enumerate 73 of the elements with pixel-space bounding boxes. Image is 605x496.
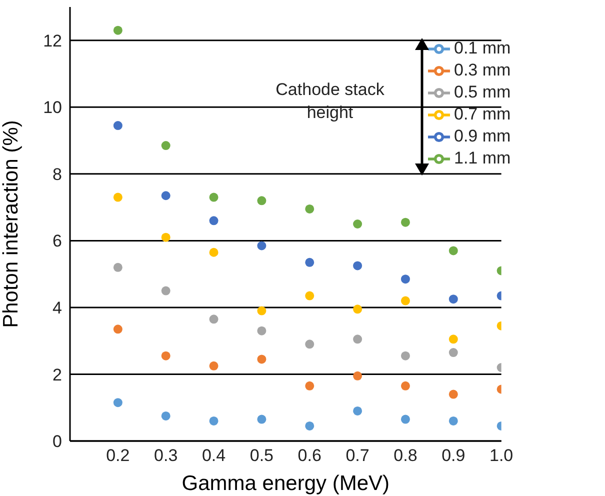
point: [448, 246, 458, 256]
point: [257, 306, 266, 316]
legend-label: 0.5 mm: [454, 82, 511, 102]
point: [113, 262, 122, 272]
point: [400, 296, 410, 306]
point: [400, 274, 410, 284]
legend-label: 0.1 mm: [454, 38, 511, 58]
annotation: Cathode stack height: [274, 79, 386, 124]
point: [400, 218, 410, 227]
x-tick-label: 0.4: [202, 446, 226, 466]
point: [353, 406, 362, 416]
point: [448, 348, 458, 358]
legend-label: 0.9 mm: [454, 126, 511, 146]
point: [161, 286, 170, 296]
y-axis-title: Photon interaction (%): [0, 120, 22, 328]
point: [305, 258, 314, 267]
y-tick-label: 6: [52, 232, 62, 251]
point: [400, 414, 410, 424]
point: [448, 390, 458, 399]
point: [161, 351, 170, 360]
point: [257, 326, 266, 336]
point: [161, 191, 170, 200]
y-tick-label: 4: [52, 298, 62, 318]
x-tick-label: 0.7: [346, 446, 370, 466]
point: [113, 324, 122, 334]
point: [257, 414, 266, 424]
point: [305, 381, 314, 390]
point: [448, 416, 458, 426]
point: [305, 421, 314, 430]
x-tick-label: 0.9: [442, 446, 466, 466]
point: [161, 141, 170, 150]
x-axis-title: Gamma energy (MeV): [182, 472, 390, 495]
x-tick-label: 0.2: [106, 446, 130, 466]
point: [113, 121, 122, 130]
y-tick-label: 2: [52, 365, 62, 384]
point: [400, 381, 410, 390]
point: [353, 261, 362, 270]
legend-label: 1.1 mm: [454, 148, 511, 168]
y-tick-label: 0: [52, 432, 62, 452]
point: [305, 204, 314, 214]
point: [257, 196, 266, 206]
x-tick-label: 0.3: [154, 446, 178, 466]
x-tick-label: 0.5: [250, 446, 274, 466]
legend-label: 0.7 mm: [454, 104, 511, 124]
legend-label: 0.3 mm: [454, 60, 511, 80]
point: [161, 232, 170, 242]
x-tick-label: 0.8: [394, 446, 418, 466]
point: [257, 354, 266, 364]
y-tick-label: 8: [52, 164, 62, 184]
point: [448, 334, 458, 344]
point: [161, 411, 170, 420]
y-tick-label: 10: [43, 98, 62, 118]
y-tick-label: 12: [43, 31, 62, 50]
point: [353, 220, 362, 228]
point: [113, 192, 122, 202]
point: [209, 361, 218, 370]
point: [353, 334, 362, 344]
x-tick-label: 0.6: [298, 446, 322, 466]
point: [257, 241, 266, 250]
point: [353, 304, 362, 314]
point: [113, 398, 122, 408]
point: [209, 416, 218, 426]
point: [305, 291, 314, 300]
x-tick-label: 1.0: [489, 446, 514, 466]
point: [209, 216, 218, 226]
point: [400, 351, 410, 360]
point: [209, 314, 218, 324]
point: [305, 340, 314, 349]
point: [209, 248, 218, 257]
point: [209, 192, 218, 202]
point: [353, 371, 362, 380]
point: [113, 26, 122, 35]
point: [448, 294, 458, 304]
